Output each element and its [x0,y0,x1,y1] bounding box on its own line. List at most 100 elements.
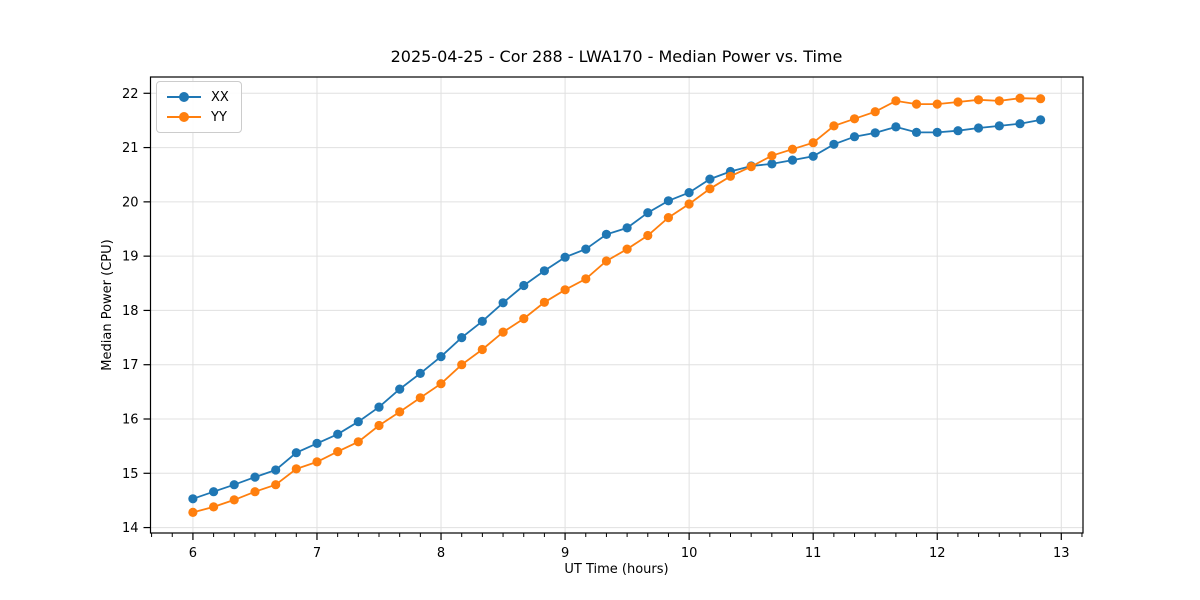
data-point-marker [994,121,1004,131]
data-point-marker [705,174,715,184]
data-point-marker [498,298,508,308]
gridlines [150,77,1083,533]
legend-label-yy: YY [211,109,227,125]
data-point-marker [457,333,467,343]
data-point-marker [188,507,198,517]
x-tick-label: 8 [437,546,445,561]
data-point-marker [1015,119,1025,129]
chart-title: 2025-04-25 - Cor 288 - LWA170 - Median P… [390,47,843,66]
data-point-marker [539,297,550,307]
legend-line-marker-sample-yy [167,112,201,122]
data-point-marker [643,230,653,241]
data-point-marker [994,96,1004,106]
data-point-marker [271,465,281,475]
data-point-marker [209,487,219,497]
data-point-marker [767,159,777,169]
data-point-marker [477,316,487,326]
y-tick-label: 14 [122,521,139,536]
y-tick-label: 22 [122,87,139,102]
legend-line-marker-sample-xx [167,92,201,102]
data-point-marker [808,138,818,148]
data-point-marker [746,162,756,172]
data-point-marker [229,480,239,490]
data-point-marker [539,266,550,276]
data-point-marker [1015,93,1025,103]
data-point-marker [1036,94,1046,104]
data-point-marker [209,502,219,512]
data-point-marker [415,368,425,378]
data-point-marker [312,438,322,448]
data-point-marker [374,402,384,412]
data-point-marker [498,327,508,337]
legend-label-xx: XX [211,89,229,105]
data-point-marker [250,472,260,482]
data-point-marker [415,393,425,403]
data-point-marker [932,127,942,137]
data-point-marker [436,379,446,389]
y-tick-label: 16 [122,413,139,428]
data-point-marker [457,360,467,370]
data-point-marker [560,252,570,262]
x-tick-label: 7 [313,546,321,561]
data-point-marker [560,285,570,295]
data-point-marker [622,223,632,233]
series-yy [188,93,1046,517]
data-point-marker [353,437,363,447]
data-point-marker [663,213,674,223]
data-point-marker [622,244,632,254]
data-point-marker [477,344,487,355]
y-tick-label: 20 [122,195,139,210]
series-xx [188,115,1046,504]
data-point-marker [808,151,818,161]
data-point-marker [581,244,591,254]
series-yy-line [192,97,1041,514]
legend-item-xx: XX [165,87,229,107]
data-point-marker [229,495,239,505]
data-point-marker [829,121,839,131]
data-point-marker [519,280,529,291]
legend: XX YY [156,81,242,133]
data-point-marker [436,352,446,362]
data-point-marker [911,127,922,137]
data-point-marker [849,114,860,124]
data-point-marker [291,464,301,474]
data-point-marker [601,229,612,239]
y-tick-label: 15 [122,467,139,482]
y-tick-label: 17 [122,358,139,373]
data-point-marker [725,171,736,181]
data-point-marker [353,417,363,427]
data-point-marker [891,122,901,132]
x-tick-label: 13 [1053,546,1070,561]
y-tick-label: 19 [122,250,139,265]
data-point-marker [663,196,674,206]
data-point-marker [932,99,942,109]
x-tick-label: 10 [681,546,698,561]
data-point-marker [953,126,963,136]
data-point-marker [312,457,322,467]
data-point-marker [829,139,839,149]
data-point-marker [581,274,591,284]
data-point-marker [870,128,880,138]
x-axis-label: UT Time (hours) [564,562,669,577]
plot-border [149,76,1084,534]
data-point-marker [973,95,984,105]
data-point-marker [891,96,901,106]
axes: 6 7 8 9 10 11 12 13 14 15 16 17 18 19 20 21 22 [122,76,1084,561]
data-point-marker [705,184,715,194]
y-axis-label: Median Power (CPU) [100,239,115,371]
data-point-marker [1036,115,1046,125]
data-point-marker [767,151,777,161]
data-point-marker [870,107,880,117]
data-point-marker [911,99,922,109]
data-point-marker [849,132,860,142]
data-point-marker [333,429,343,439]
data-point-marker [787,144,798,154]
data-point-marker [271,480,281,490]
legend-item-yy: YY [165,107,229,127]
y-tick-label: 21 [122,141,139,156]
data-point-marker [333,447,343,457]
data-point-marker [684,188,694,198]
data-point-marker [953,97,963,107]
data-point-marker [374,420,384,431]
